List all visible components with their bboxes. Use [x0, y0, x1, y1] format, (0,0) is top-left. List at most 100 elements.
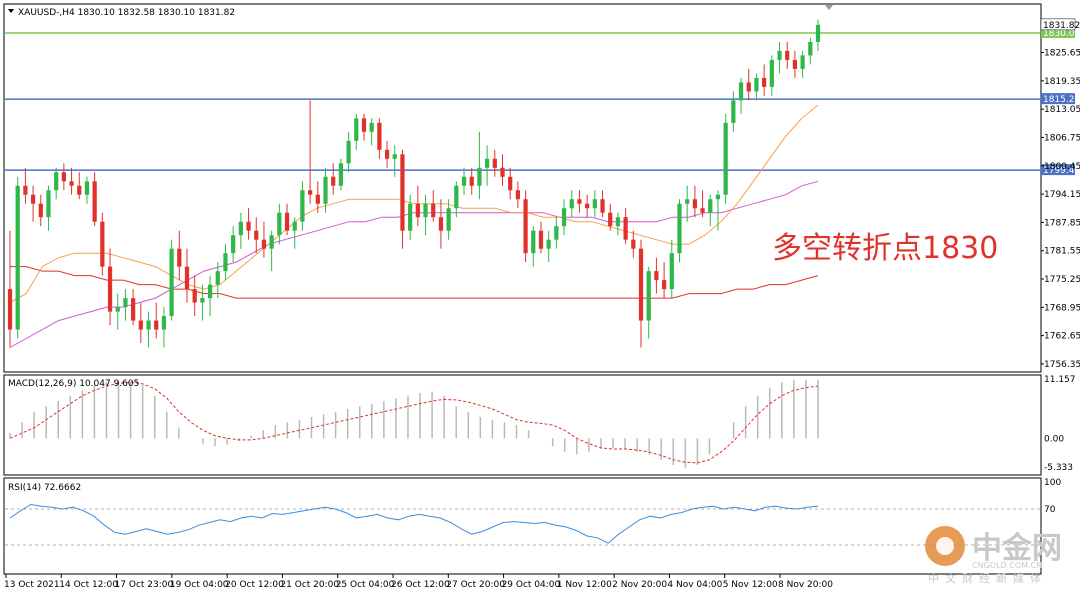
- candle: [392, 145, 397, 177]
- level-tag-text-1: 1815.28: [1043, 95, 1080, 105]
- candle: [261, 221, 267, 258]
- level-tag-1: [1041, 93, 1075, 105]
- candle: [538, 221, 544, 254]
- time-tick-label: 14 Oct 12:00: [59, 580, 118, 590]
- candle: [138, 302, 143, 344]
- watermark-brand: 中金网: [972, 531, 1062, 566]
- candle: [192, 275, 197, 317]
- price-tick-label: 1819.35: [1044, 77, 1080, 87]
- candle: [531, 226, 536, 267]
- candle: [438, 199, 444, 249]
- cngold-watermark-logo: 中金网 CNGOLD.COM.CN 中文财经新媒体: [925, 526, 1062, 585]
- ma-slow-line: [10, 266, 819, 299]
- price-tick-label: 1756.35: [1044, 360, 1080, 370]
- candle: [561, 199, 567, 236]
- candle: [592, 190, 597, 218]
- macd-tick-label: 0.00: [1044, 434, 1064, 444]
- candle: [523, 190, 528, 263]
- candle: [461, 167, 467, 195]
- candle: [554, 217, 559, 249]
- candle: [69, 167, 74, 195]
- header-dropdown-icon[interactable]: [8, 9, 14, 13]
- candle: [131, 289, 136, 326]
- candle: [646, 266, 651, 339]
- time-tick-label: 20 Oct 12:00: [225, 580, 284, 590]
- candle: [238, 212, 243, 249]
- candle: [300, 181, 305, 231]
- candle: [623, 208, 628, 245]
- candle: [154, 302, 159, 339]
- candle: [223, 244, 228, 281]
- candle: [61, 163, 66, 191]
- candle: [415, 185, 420, 227]
- last-price-tag: [1040, 18, 1076, 31]
- candle: [346, 131, 351, 173]
- time-tick-label: 2 Nov 20:00: [612, 580, 667, 590]
- candle: [585, 194, 590, 218]
- time-tick-label: 19 Oct 04:00: [170, 580, 229, 590]
- macd-signal-line: [9, 381, 819, 464]
- candle: [38, 194, 43, 227]
- candle: [84, 176, 90, 204]
- candle: [731, 91, 736, 132]
- candle: [331, 163, 336, 195]
- time-tick-label: 5 Nov 12:00: [723, 580, 778, 590]
- time-tick-label: 4 Nov 04:00: [667, 580, 722, 590]
- rsi-tick-label: 70: [1044, 505, 1056, 515]
- level-tag-2: [1041, 164, 1075, 176]
- candle: [269, 230, 274, 272]
- ma-fast-line: [9, 104, 819, 304]
- candle: [762, 64, 767, 96]
- candle: [500, 154, 505, 186]
- time-tick-label: 21 Oct 20:00: [280, 580, 339, 590]
- candle: [515, 181, 521, 209]
- candle: [30, 185, 36, 222]
- candle: [231, 226, 236, 263]
- candle: [7, 230, 13, 348]
- candle: [661, 262, 667, 299]
- candle: [708, 194, 713, 227]
- candle: [700, 190, 705, 218]
- candle: [654, 257, 659, 294]
- time-tick-label: 27 Oct 20:00: [446, 580, 505, 590]
- last-price-text: 1831.82: [1043, 21, 1080, 31]
- candle: [54, 167, 59, 200]
- candle: [292, 217, 297, 249]
- candle: [600, 190, 605, 218]
- time-tick-label: 8 Nov 20:00: [778, 580, 833, 590]
- candle: [546, 230, 551, 263]
- candle: [754, 73, 759, 101]
- candle: [808, 37, 813, 65]
- candle: [354, 113, 359, 150]
- candle: [215, 262, 220, 299]
- price-tick-label: 1781.55: [1044, 247, 1080, 257]
- shift-marker-icon[interactable]: [825, 5, 833, 10]
- candle: [161, 307, 167, 348]
- candle: [246, 208, 251, 240]
- candle: [785, 41, 790, 69]
- candle: [692, 185, 697, 218]
- candle: [454, 181, 459, 218]
- watermark-site: CNGOLD.COM.CN: [972, 561, 1042, 570]
- price-panel-frame: [3, 3, 1042, 373]
- candle: [184, 248, 190, 303]
- candle: [46, 185, 51, 231]
- candle: [492, 149, 497, 177]
- time-tick-label: 29 Oct 04:00: [502, 580, 561, 590]
- price-tick-label: 1775.25: [1044, 275, 1080, 285]
- candle: [123, 289, 128, 321]
- candle: [107, 248, 113, 326]
- time-tick-label: 25 Oct 04:00: [336, 580, 395, 590]
- price-tick-label: 1787.85: [1044, 218, 1080, 228]
- level-tag-0: [1041, 26, 1075, 38]
- candle: [638, 239, 644, 348]
- candle: [669, 239, 674, 299]
- macd-tick-label: -5.333: [1044, 463, 1073, 473]
- candle: [77, 172, 82, 200]
- rsi-tick-label: 100: [1044, 478, 1061, 488]
- time-tick-label: 13 Oct 2021: [4, 580, 60, 590]
- rsi-line: [9, 503, 819, 544]
- candle: [207, 275, 213, 317]
- candle: [361, 113, 367, 141]
